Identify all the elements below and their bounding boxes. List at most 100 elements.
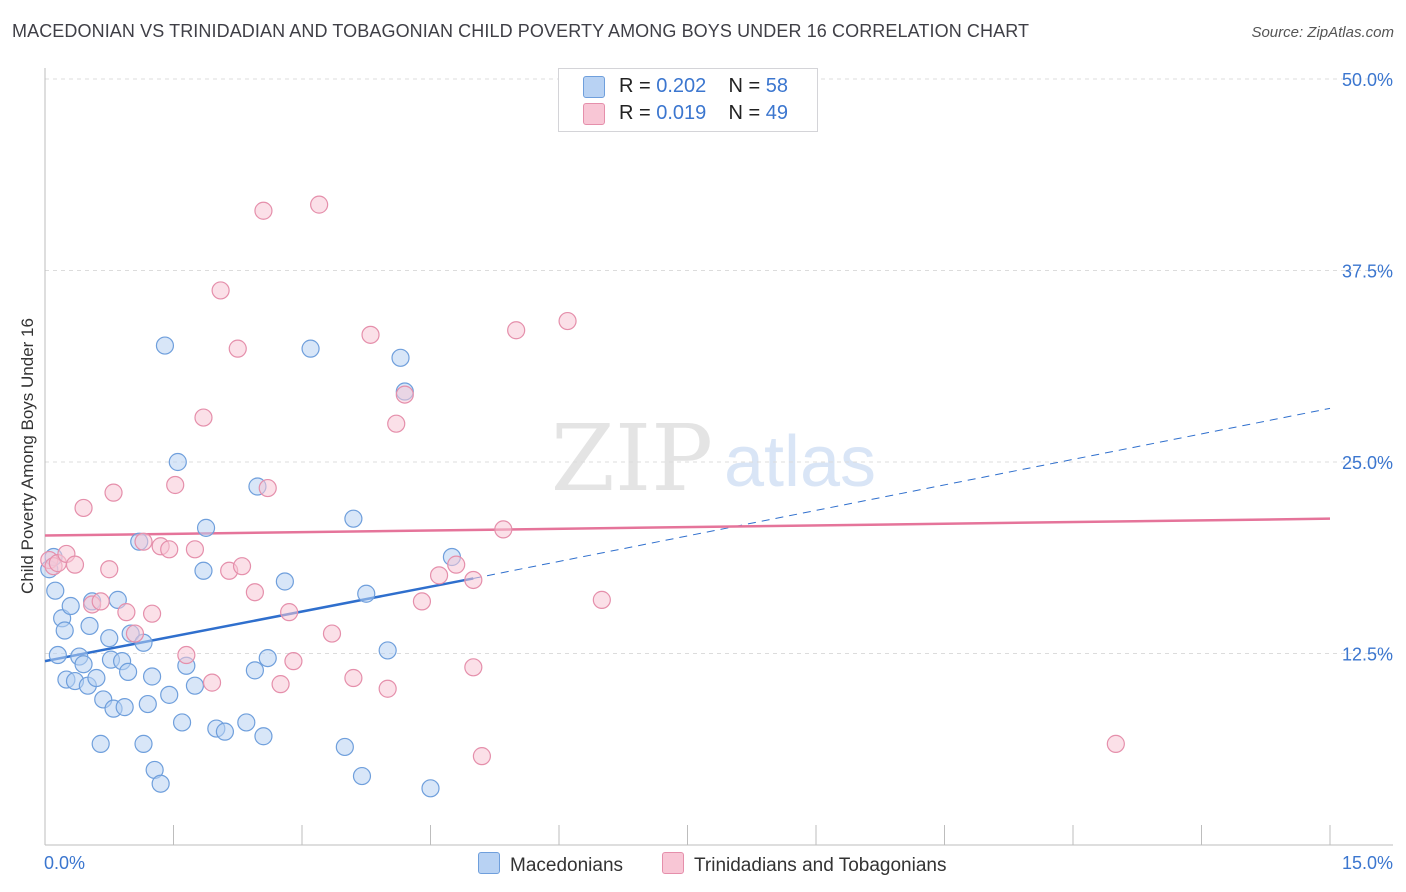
macedonian-point [61, 596, 80, 616]
trinidadian-point [142, 604, 162, 623]
y-tick-label: 50.0% [1342, 70, 1393, 90]
trinidadian-point [125, 624, 145, 643]
macedonian-point [151, 774, 170, 793]
macedonian-point [301, 339, 320, 358]
legend-n-label: N = [728, 75, 761, 97]
trinidadian-point [464, 570, 483, 590]
tick-labels: 12.5% 25.0% 37.5% 50.0% 0.0% 15.0% [44, 70, 1393, 873]
trinidadian-point [65, 555, 85, 574]
trinidadian-trend-line [44, 517, 1331, 537]
trinidadian-point [322, 624, 342, 643]
macedonian-point [168, 452, 187, 472]
macedonian-point [185, 676, 205, 695]
macedonian-point [275, 572, 294, 591]
trinidadian-point [91, 592, 110, 611]
y-tick-label: 12.5% [1342, 645, 1393, 665]
bottom-legend-macedonians: Macedonians [478, 852, 623, 877]
trinidadian-point [228, 339, 247, 358]
macedonian-point [357, 584, 376, 603]
legend-n-value-macedonians: 58 [765, 75, 789, 97]
x-tick-label: 0.0% [44, 853, 85, 873]
legend-r-value-trinidadians: 0.019 [656, 102, 707, 124]
macedonian-point [115, 698, 134, 717]
chart-title: MACEDONIAN VS TRINIDADIAN AND TOBAGONIAN… [12, 21, 1030, 41]
trinidadian-point [310, 195, 329, 214]
macedonian-point [87, 668, 106, 688]
y-tick-label: 37.5% [1342, 262, 1393, 282]
trinidadian-point [194, 408, 213, 427]
macedonian-point [100, 629, 119, 648]
macedonian-point [80, 616, 99, 636]
macedonian-point [74, 655, 93, 674]
trinidadian-point [271, 675, 290, 694]
macedonian-point [258, 648, 277, 668]
macedonian-point [46, 581, 65, 600]
macedonian-point [160, 685, 179, 704]
trinidadian-point [429, 566, 449, 585]
trinidadian-point [185, 540, 205, 559]
trinidadian-point [280, 603, 299, 622]
macedonian-point [391, 348, 410, 367]
legend-swatch-pink [583, 103, 605, 125]
source-credit: Source: ZipAtlas.com [1251, 24, 1394, 41]
legend-label-macedonians: Macedonians [510, 855, 624, 876]
trinidadian-point [1106, 734, 1125, 753]
macedonian-point [48, 645, 67, 665]
trinidadian-point [395, 385, 414, 404]
trinidadian-point [592, 590, 611, 609]
macedonian-point [118, 662, 138, 681]
macedonian-point [245, 661, 264, 680]
trinidadian-point [507, 321, 526, 340]
macedonian-point [55, 621, 74, 640]
macedonian-point [155, 336, 175, 355]
macedonian-trend-line [44, 577, 474, 663]
macedonian-point [194, 561, 213, 580]
trinidadian-point [177, 645, 196, 665]
watermark-zip: ZIP [551, 405, 713, 512]
macedonian-point [335, 737, 354, 757]
trinidadian-point [284, 652, 303, 671]
bottom-legend-trinidadians: Trinidadians and Tobagonians [662, 852, 946, 877]
correlation-legend: R = 0.202 N = 58 R = 0.019 N = 49 [558, 68, 818, 132]
legend-label-trinidadians: Trinidadians and Tobagonians [694, 855, 947, 876]
trinidadian-point [100, 560, 119, 579]
macedonian-point [344, 509, 363, 528]
macedonian-point [142, 667, 162, 686]
macedonian-point [215, 722, 234, 741]
trinidadian-point [447, 555, 466, 574]
trinidadian-point [494, 520, 513, 539]
legend-swatch-pink [662, 852, 684, 874]
trinidadian-point [412, 592, 432, 611]
legend-r-label: R = [619, 75, 651, 97]
trinidadian-point [166, 475, 185, 495]
trinidadian-point [134, 532, 153, 551]
macedonian-point [254, 727, 273, 746]
macedonian-point [134, 734, 153, 753]
trinidadian-point [211, 281, 230, 300]
trinidadian-point [387, 414, 406, 433]
trinidadian-point [232, 557, 252, 576]
y-axis-label: Child Poverty Among Boys Under 16 [18, 318, 37, 594]
trinidadian-point [254, 201, 273, 220]
legend-n-label: N = [728, 102, 761, 124]
legend-r-value-macedonians: 0.202 [656, 75, 707, 97]
trinidadian-point [558, 311, 577, 331]
axes [44, 68, 1393, 846]
macedonian-point [172, 713, 192, 732]
legend-swatch-blue [583, 76, 605, 98]
trinidadian-point [117, 603, 136, 622]
macedonian-point [237, 713, 256, 732]
y-tick-label: 25.0% [1342, 453, 1393, 473]
trinidadian-point [160, 540, 179, 559]
macedonian-point [91, 734, 110, 753]
trinidadian-point [74, 498, 93, 518]
trinidadian-point [202, 673, 222, 692]
trinidadian-point [104, 483, 123, 502]
macedonian-point [138, 694, 157, 714]
x-tick-label: 15.0% [1342, 853, 1393, 873]
trinidadian-point [464, 658, 483, 677]
trinidadian-point [361, 325, 380, 344]
trinidadian-point [344, 668, 363, 688]
macedonian-trend-extension [473, 407, 1331, 579]
